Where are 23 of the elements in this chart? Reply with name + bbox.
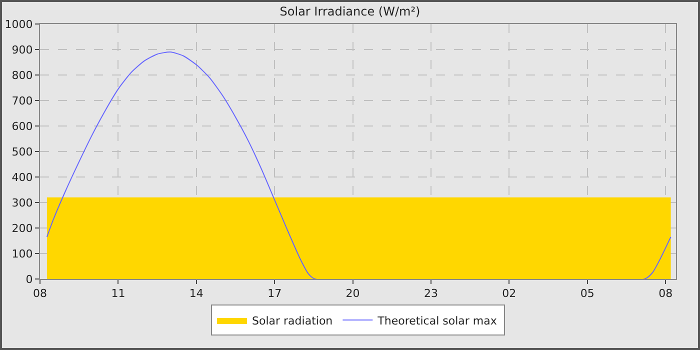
legend-label: Solar radiation bbox=[252, 314, 333, 328]
x-tick-label: 17 bbox=[268, 287, 282, 300]
legend-label: Theoretical solar max bbox=[376, 314, 498, 328]
x-tick-label: 02 bbox=[502, 287, 516, 300]
y-tick-label: 400 bbox=[12, 170, 33, 184]
x-tick-label: 23 bbox=[424, 287, 438, 300]
y-tick-label: 900 bbox=[12, 43, 33, 56]
y-tick-label: 100 bbox=[12, 247, 33, 260]
y-tick-label: 500 bbox=[12, 145, 33, 158]
x-tick-label: 08 bbox=[33, 287, 47, 300]
y-tick-label: 1000 bbox=[4, 18, 33, 31]
x-tick-label: 08 bbox=[658, 287, 673, 300]
y-tick-label: 600 bbox=[12, 120, 33, 133]
chart-title: Solar Irradiance (W/m²) bbox=[280, 4, 420, 19]
y-tick-label: 0 bbox=[26, 272, 33, 286]
x-tick-label: 14 bbox=[189, 287, 204, 300]
x-tick-label: 05 bbox=[580, 287, 594, 300]
y-tick-label: 200 bbox=[12, 222, 33, 235]
x-tick-label: 20 bbox=[346, 287, 360, 300]
x-tick-label: 11 bbox=[111, 287, 126, 300]
y-tick-label: 700 bbox=[12, 94, 33, 108]
y-tick-label: 300 bbox=[12, 196, 33, 210]
y-tick-label: 800 bbox=[12, 68, 33, 82]
